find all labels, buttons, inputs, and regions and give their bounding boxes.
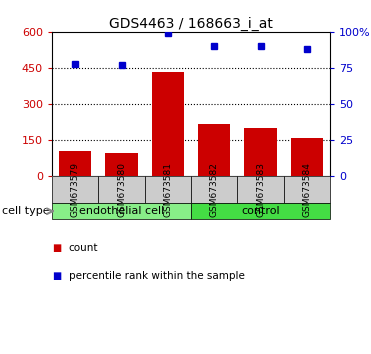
- Text: percentile rank within the sample: percentile rank within the sample: [69, 271, 244, 281]
- Bar: [291, 138, 323, 176]
- Text: GSM673582: GSM673582: [210, 162, 219, 217]
- Text: ■: ■: [52, 271, 61, 281]
- Text: GSM673580: GSM673580: [117, 162, 126, 217]
- Bar: [98, 176, 145, 203]
- Bar: [191, 176, 237, 203]
- Text: control: control: [241, 206, 280, 216]
- Text: count: count: [69, 243, 98, 253]
- Bar: [105, 153, 138, 176]
- Text: GSM673579: GSM673579: [70, 162, 80, 217]
- Text: cell type: cell type: [2, 206, 50, 216]
- Bar: [191, 203, 330, 219]
- Bar: [59, 151, 91, 176]
- Bar: [198, 125, 230, 176]
- Bar: [145, 176, 191, 203]
- Bar: [244, 128, 277, 176]
- Bar: [237, 176, 284, 203]
- Text: GSM673581: GSM673581: [163, 162, 173, 217]
- Bar: [152, 72, 184, 176]
- Text: ■: ■: [52, 243, 61, 253]
- Text: GSM673583: GSM673583: [256, 162, 265, 217]
- Bar: [52, 176, 98, 203]
- Bar: [52, 203, 191, 219]
- Title: GDS4463 / 168663_i_at: GDS4463 / 168663_i_at: [109, 17, 273, 31]
- Text: GSM673584: GSM673584: [302, 162, 312, 217]
- Text: endothelial cell: endothelial cell: [79, 206, 164, 216]
- Bar: [284, 176, 330, 203]
